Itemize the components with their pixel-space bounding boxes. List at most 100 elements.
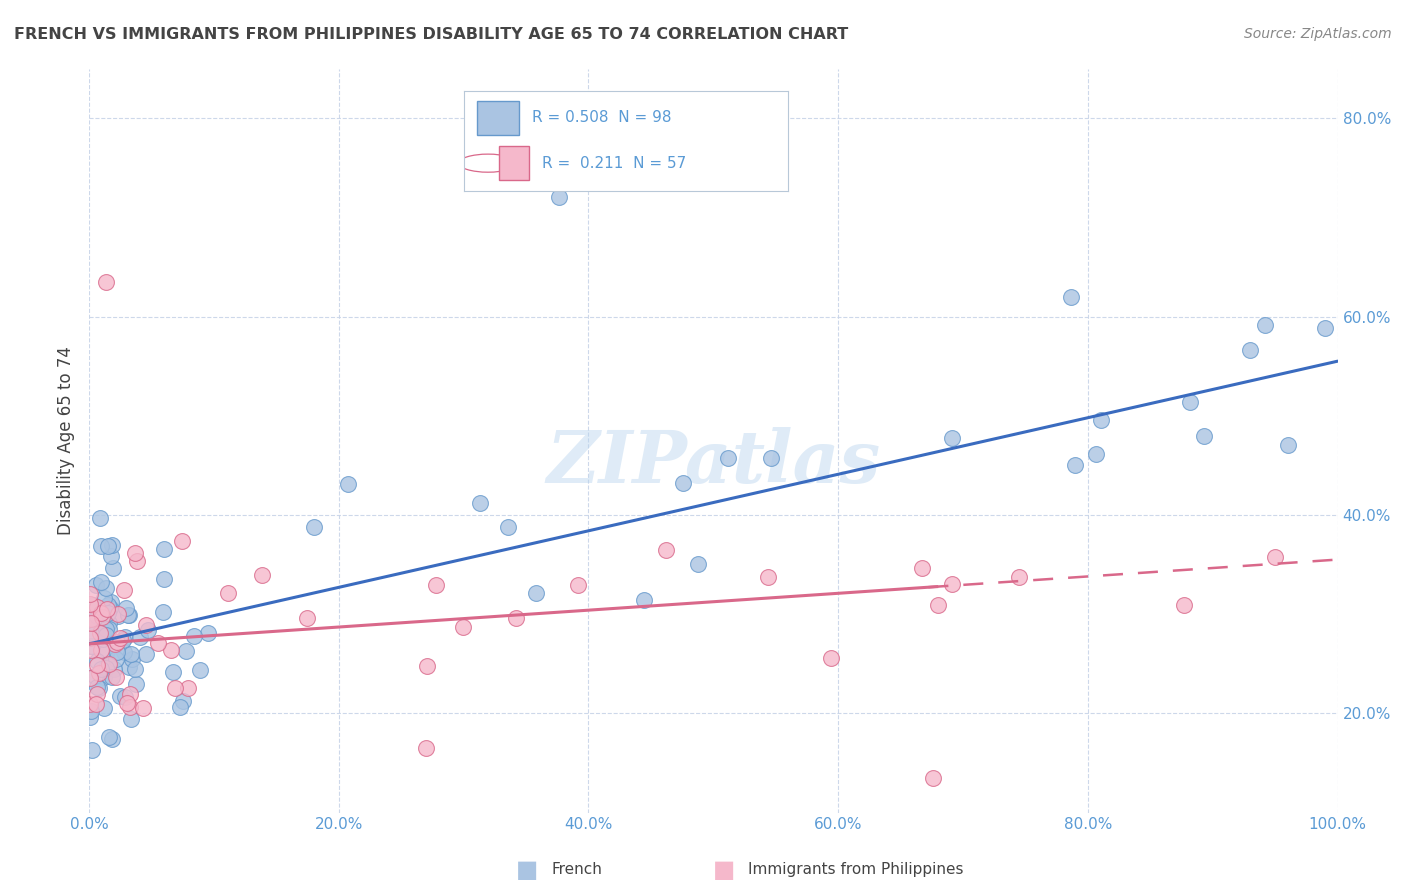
Point: [125, 676, 148, 690]
Point: [110, 689, 132, 703]
Point: [451, 620, 474, 634]
Point: [295, 611, 318, 625]
Point: [107, 607, 129, 621]
Point: [717, 450, 740, 465]
Point: [1192, 429, 1215, 443]
Point: [90, 662, 112, 676]
Point: [87, 665, 110, 680]
Point: [118, 660, 141, 674]
Point: [112, 583, 135, 598]
Point: [84, 697, 107, 711]
Point: [1277, 438, 1299, 452]
Point: [1059, 290, 1081, 304]
Point: [120, 687, 142, 701]
Text: ■: ■: [713, 858, 735, 881]
Point: [86, 687, 108, 701]
Point: [160, 643, 183, 657]
Point: [756, 570, 779, 584]
Point: [110, 631, 132, 645]
Point: [1063, 458, 1085, 472]
Point: [93, 701, 115, 715]
Point: [152, 605, 174, 619]
Text: French: French: [551, 863, 602, 877]
Point: [100, 595, 122, 609]
Point: [100, 549, 122, 563]
Point: [89, 511, 111, 525]
Point: [93, 591, 115, 605]
Point: [96, 622, 118, 636]
Point: [115, 696, 138, 710]
Point: [120, 700, 142, 714]
Point: [98, 623, 121, 637]
Point: [172, 694, 194, 708]
Point: [87, 605, 110, 619]
Point: [135, 618, 157, 632]
Point: [941, 576, 963, 591]
Point: [1264, 550, 1286, 565]
Point: [104, 637, 127, 651]
Point: [672, 476, 695, 491]
Point: [524, 586, 547, 600]
Point: [1239, 343, 1261, 358]
Point: [146, 636, 169, 650]
Point: [79, 616, 101, 631]
Point: [105, 670, 128, 684]
Point: [153, 573, 176, 587]
Point: [121, 652, 143, 666]
Point: [86, 600, 108, 615]
Point: [111, 633, 134, 648]
Point: [120, 712, 142, 726]
Point: [125, 554, 148, 568]
Text: Source: ZipAtlas.com: Source: ZipAtlas.com: [1244, 27, 1392, 41]
Point: [188, 663, 211, 677]
Point: [169, 700, 191, 714]
Point: [1173, 598, 1195, 612]
Point: [174, 644, 197, 658]
Point: [941, 431, 963, 445]
Point: [117, 607, 139, 622]
Point: [80, 599, 103, 614]
Point: [114, 690, 136, 704]
Point: [120, 647, 142, 661]
Point: [89, 626, 111, 640]
Point: [97, 539, 120, 553]
Point: [252, 568, 274, 582]
Point: [97, 657, 120, 671]
Point: [124, 546, 146, 560]
Point: [415, 741, 437, 756]
Point: [505, 611, 527, 625]
Point: [90, 610, 112, 624]
Point: [655, 542, 678, 557]
Point: [197, 626, 219, 640]
Point: [96, 601, 118, 615]
Point: [162, 665, 184, 680]
Point: [97, 616, 120, 631]
Text: Immigrants from Philippines: Immigrants from Philippines: [748, 863, 963, 877]
Point: [80, 704, 103, 718]
Point: [79, 709, 101, 723]
Point: [128, 630, 150, 644]
Point: [97, 606, 120, 620]
Point: [101, 538, 124, 552]
Point: [84, 577, 107, 591]
Point: [686, 558, 709, 572]
Point: [79, 597, 101, 611]
Point: [93, 670, 115, 684]
Point: [101, 731, 124, 746]
Point: [177, 681, 200, 696]
Point: [97, 598, 120, 612]
Point: [90, 606, 112, 620]
Point: [104, 652, 127, 666]
Point: [217, 586, 239, 600]
Point: [131, 701, 153, 715]
Point: [496, 519, 519, 533]
Point: [89, 681, 111, 695]
Point: [80, 742, 103, 756]
Point: [80, 640, 103, 654]
Point: [101, 670, 124, 684]
Point: [136, 623, 159, 637]
Point: [86, 654, 108, 668]
Point: [118, 608, 141, 623]
Point: [86, 658, 108, 673]
Point: [83, 627, 105, 641]
